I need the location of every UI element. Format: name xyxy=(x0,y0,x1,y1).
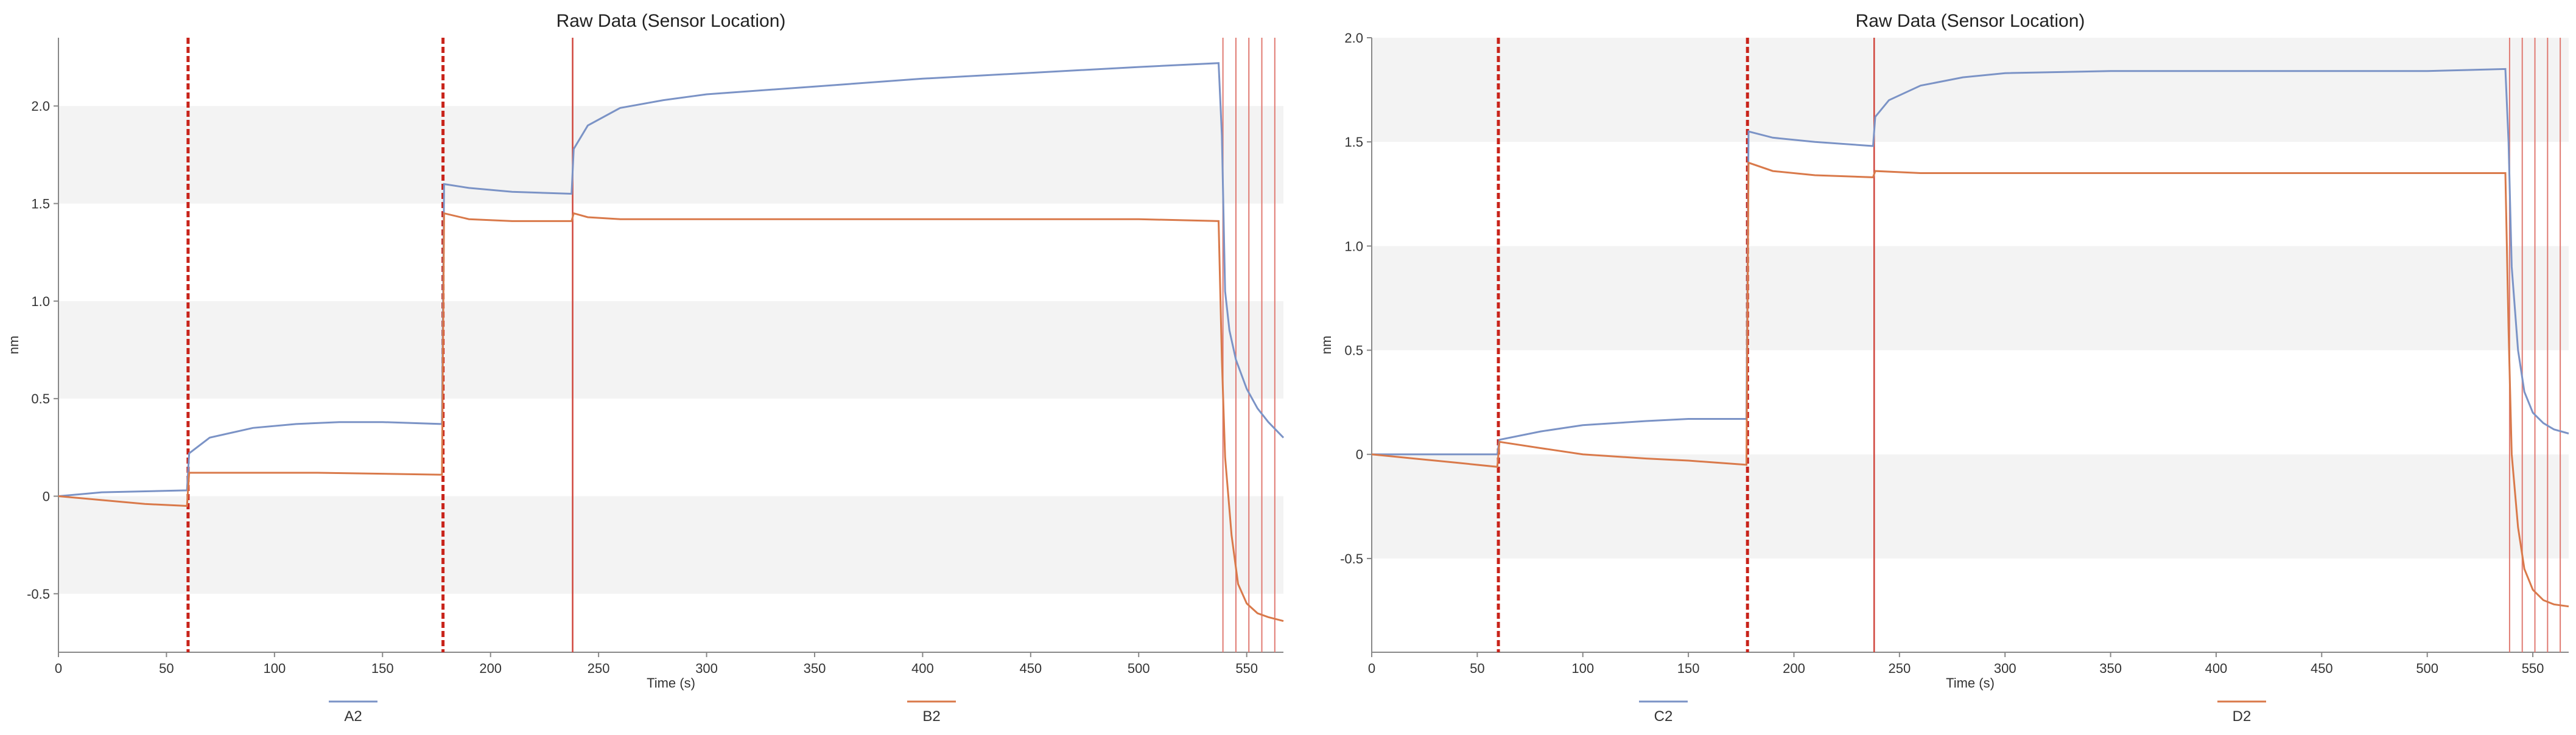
x-tick-label: 150 xyxy=(371,661,394,676)
x-tick-label: 250 xyxy=(1888,661,1911,676)
x-tick-label: 350 xyxy=(2099,661,2122,676)
series-line-B2 xyxy=(58,212,1284,622)
x-tick-label: 50 xyxy=(1470,661,1484,676)
y-tick-label: 1.0 xyxy=(1344,239,1363,254)
grid-band xyxy=(58,301,1283,399)
x-tick-label: 550 xyxy=(1235,661,1258,676)
x-tick-label: 500 xyxy=(1128,661,1150,676)
series-line-A2 xyxy=(58,62,1285,497)
y-tick-label: 2.0 xyxy=(31,99,50,114)
series-line-C2 xyxy=(1372,68,2569,456)
x-tick-label: 300 xyxy=(695,661,718,676)
y-tick-label: 2.0 xyxy=(1344,30,1363,46)
chart-title: Raw Data (Sensor Location) xyxy=(556,11,786,31)
y-tick-label: 0.5 xyxy=(31,391,50,406)
x-tick-label: 450 xyxy=(1019,661,1042,676)
grid-band xyxy=(58,496,1283,594)
legend-label: D2 xyxy=(2233,708,2251,725)
x-tick-label: 0 xyxy=(55,661,62,676)
legend-label: B2 xyxy=(922,708,940,725)
x-tick-label: 100 xyxy=(263,661,286,676)
grid-band xyxy=(58,106,1283,204)
y-tick-label: 1.5 xyxy=(31,197,50,212)
x-tick-label: 50 xyxy=(159,661,174,676)
chart-panel-2: Raw Data (Sensor Location) -0.5 0 0.5 1.0 1.5… xyxy=(1319,11,2569,725)
legend-label: C2 xyxy=(1654,708,1673,725)
y-tick-label: 1.0 xyxy=(31,294,50,309)
x-axis-label: Time (s) xyxy=(1946,675,1995,691)
x-tick-label: 200 xyxy=(479,661,502,676)
grid-band xyxy=(1372,246,2569,350)
x-tick-label: 300 xyxy=(1994,661,2016,676)
series-line-D2 xyxy=(1371,161,2569,608)
y-tick-label: 0.5 xyxy=(1344,343,1363,358)
y-axis-label: nm xyxy=(1319,336,1334,355)
y-tick-label: -0.5 xyxy=(27,587,50,602)
y-tick-label: 1.5 xyxy=(1344,134,1363,150)
y-tick-label: -0.5 xyxy=(1340,551,1363,566)
grid-band xyxy=(1372,38,2569,142)
y-tick-label: 0 xyxy=(43,489,50,504)
grid-band xyxy=(1372,454,2569,559)
x-tick-label: 150 xyxy=(1677,661,1700,676)
x-tick-label: 550 xyxy=(2522,661,2544,676)
x-tick-label: 100 xyxy=(1571,661,1594,676)
x-tick-label: 250 xyxy=(588,661,610,676)
y-axis-label: nm xyxy=(6,336,21,355)
x-tick-label: 0 xyxy=(1368,661,1375,676)
x-tick-label: 400 xyxy=(2205,661,2228,676)
chart-title: Raw Data (Sensor Location) xyxy=(1856,11,2085,31)
x-tick-label: 350 xyxy=(804,661,826,676)
legend-label: A2 xyxy=(344,708,362,725)
x-tick-label: 400 xyxy=(911,661,934,676)
chart-panel-1: Raw Data (Sensor Location) -0.5 0 0.5 1.0 1.5… xyxy=(6,11,1285,725)
x-tick-label: 500 xyxy=(2416,661,2438,676)
x-tick-label: 450 xyxy=(2311,661,2333,676)
x-tick-label: 200 xyxy=(1783,661,1805,676)
y-tick-label: 0 xyxy=(1356,447,1363,462)
x-axis-label: Time (s) xyxy=(647,675,695,691)
